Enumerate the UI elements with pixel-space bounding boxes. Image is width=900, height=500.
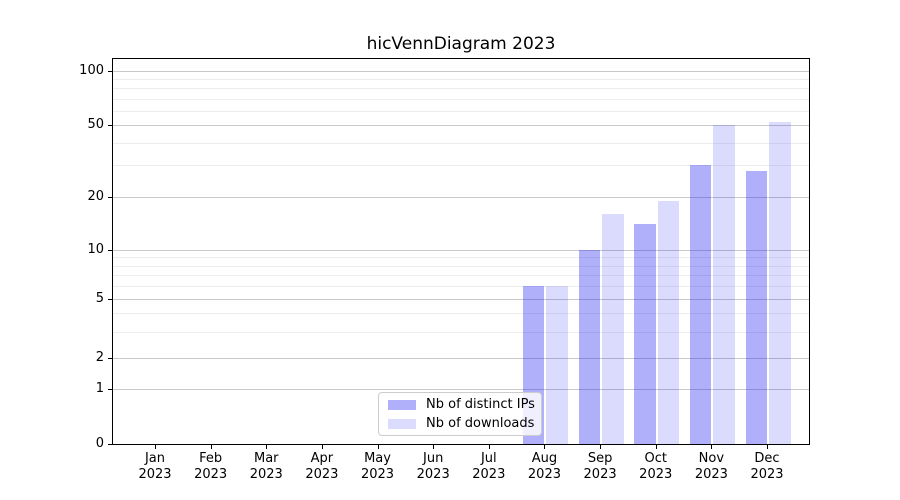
x-tick-mark-dec bbox=[767, 445, 768, 449]
y-tick-mark-5 bbox=[108, 299, 112, 300]
gridline-30 bbox=[113, 165, 809, 167]
legend-swatch-downloads bbox=[388, 418, 416, 429]
gridline-4 bbox=[113, 313, 809, 315]
x-tick-mark-nov bbox=[711, 445, 713, 449]
y-tick-mark-20 bbox=[108, 197, 112, 198]
x-tick-mark-sep bbox=[600, 445, 602, 449]
legend-label-downloads: Nb of downloads bbox=[426, 416, 535, 431]
y-tick-label-50: 50 bbox=[87, 117, 104, 132]
legend-row-distinct-ips: Nb of distinct IPs bbox=[388, 397, 535, 412]
x-tick-mark-jan bbox=[155, 445, 156, 449]
x-tick-label-sep: Sep 2023 bbox=[583, 451, 617, 482]
gridline-60 bbox=[113, 110, 809, 112]
x-tick-label-may: May 2023 bbox=[360, 451, 395, 482]
x-tick-mark-oct bbox=[655, 445, 657, 449]
x-tick-label-jun: Jun 2023 bbox=[416, 451, 450, 482]
y-tick-label-20: 20 bbox=[87, 189, 104, 204]
gridline-20 bbox=[113, 197, 809, 198]
gridline-9 bbox=[113, 257, 809, 259]
gridline-70 bbox=[113, 98, 809, 100]
x-tick-label-jul: Jul 2023 bbox=[472, 451, 506, 482]
bar-distinct-ips-sep bbox=[578, 250, 601, 444]
x-tick-label-oct: Oct 2023 bbox=[639, 451, 673, 482]
y-tick-label-2: 2 bbox=[95, 350, 104, 365]
x-tick-mark-aug bbox=[544, 445, 546, 449]
gridline-5 bbox=[113, 299, 809, 300]
bar-downloads-dec bbox=[769, 121, 791, 444]
y-tick-mark-1 bbox=[108, 389, 112, 390]
bar-downloads-oct bbox=[657, 200, 680, 444]
x-tick-label-jan: Jan 2023 bbox=[138, 451, 172, 482]
x-tick-label-apr: Apr 2023 bbox=[305, 451, 339, 482]
gridline-50 bbox=[113, 125, 809, 126]
gridline-1 bbox=[113, 389, 809, 390]
x-tick-mark-jun bbox=[433, 445, 435, 449]
y-tick-label-1: 1 bbox=[95, 381, 104, 396]
bar-downloads-aug bbox=[546, 286, 568, 444]
gridline-100 bbox=[113, 71, 809, 72]
y-tick-label-0: 0 bbox=[95, 436, 104, 451]
x-tick-mark-feb bbox=[210, 445, 212, 449]
chart-title: hicVennDiagram 2023 bbox=[366, 34, 556, 54]
y-tick-mark-2 bbox=[108, 358, 112, 359]
y-tick-mark-0 bbox=[108, 444, 112, 445]
x-tick-mark-jul bbox=[488, 445, 490, 449]
x-tick-mark-mar bbox=[266, 445, 268, 449]
y-tick-label-5: 5 bbox=[95, 291, 104, 306]
gridline-7 bbox=[113, 275, 809, 277]
gridline-8 bbox=[113, 265, 809, 267]
bar-distinct-ips-oct bbox=[634, 224, 656, 444]
gridline-90 bbox=[113, 79, 809, 81]
y-tick-mark-50 bbox=[108, 125, 112, 126]
legend-label-distinct-ips: Nb of distinct IPs bbox=[426, 397, 535, 412]
y-tick-mark-10 bbox=[108, 250, 112, 251]
x-tick-label-nov: Nov 2023 bbox=[694, 451, 728, 482]
legend-row-downloads: Nb of downloads bbox=[388, 416, 535, 431]
gridline-2 bbox=[113, 358, 809, 359]
y-tick-label-100: 100 bbox=[79, 63, 104, 78]
bar-distinct-ips-nov bbox=[689, 165, 712, 444]
x-tick-label-feb: Feb 2023 bbox=[194, 451, 228, 482]
gridline-6 bbox=[113, 286, 809, 288]
x-tick-mark-may bbox=[377, 445, 379, 449]
gridline-10 bbox=[113, 250, 809, 251]
x-tick-label-aug: Aug 2023 bbox=[527, 451, 561, 482]
y-tick-label-10: 10 bbox=[87, 242, 104, 257]
y-tick-mark-100 bbox=[108, 71, 112, 72]
bar-downloads-sep bbox=[602, 214, 624, 444]
bar-distinct-ips-dec bbox=[745, 170, 767, 444]
gridline-40 bbox=[113, 142, 809, 144]
x-tick-label-mar: Mar 2023 bbox=[249, 451, 283, 482]
legend-swatch-distinct-ips bbox=[388, 399, 416, 410]
x-tick-mark-apr bbox=[321, 445, 323, 449]
gridline-80 bbox=[113, 88, 809, 90]
gridline-3 bbox=[113, 331, 809, 333]
x-tick-label-dec: Dec 2023 bbox=[750, 451, 784, 482]
bar-downloads-nov bbox=[713, 125, 735, 444]
plot-area bbox=[112, 58, 810, 445]
legend: Nb of distinct IPs Nb of downloads bbox=[378, 392, 542, 436]
